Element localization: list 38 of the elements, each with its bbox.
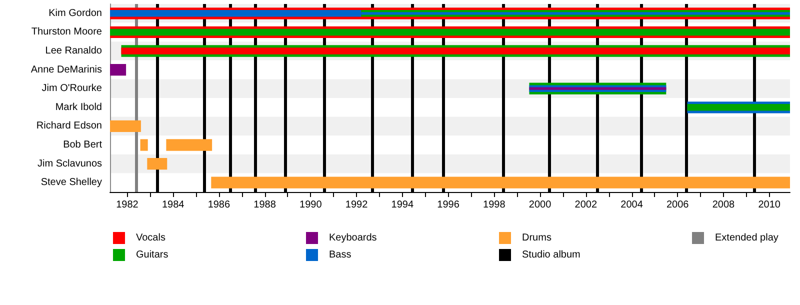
y-tick-label: Richard Edson xyxy=(36,120,102,132)
legend-label: Extended play xyxy=(715,232,778,244)
y-tick-label: Jim O'Rourke xyxy=(42,83,102,94)
legend-label: Vocals xyxy=(136,232,166,244)
x-tick-label: 2010 xyxy=(758,200,781,210)
bar xyxy=(110,64,126,76)
y-tick-label: Bob Bert xyxy=(63,140,102,150)
bar xyxy=(687,104,790,111)
legend-label: Studio album xyxy=(522,250,580,260)
x-tick-label: 1996 xyxy=(437,200,460,210)
bar xyxy=(110,120,141,132)
y-tick-label: Steve Shelley xyxy=(40,177,102,188)
legend-label: Keyboards xyxy=(329,232,377,244)
x-tick-label: 1998 xyxy=(483,200,506,210)
x-tick-label: 1992 xyxy=(345,200,368,210)
legend-label: Drums xyxy=(522,232,552,244)
legend-label: Guitars xyxy=(136,250,168,260)
x-tick-label: 1990 xyxy=(300,200,322,210)
x-tick-label: 1984 xyxy=(162,200,185,210)
y-tick-label: Lee Ranaldo xyxy=(45,46,102,56)
x-tick-label: 2008 xyxy=(712,200,736,210)
y-tick-label: Mark Ibold xyxy=(55,102,102,113)
bar xyxy=(140,139,148,151)
y-tick-label: Jim Sclavunos xyxy=(38,158,102,170)
y-tick-label: Kim Gordon xyxy=(48,8,102,19)
x-tick-label: 2004 xyxy=(620,200,644,210)
x-tick-label: 1982 xyxy=(116,200,139,210)
bar xyxy=(147,158,168,170)
x-tick-label: 1986 xyxy=(208,200,230,210)
bar xyxy=(166,139,212,151)
x-tick-label: 2002 xyxy=(574,200,598,210)
y-tick-label: Thurston Moore xyxy=(31,26,102,38)
x-tick-label: 1994 xyxy=(391,200,414,210)
x-tick-label: 1988 xyxy=(254,200,276,210)
legend-label: Bass xyxy=(329,250,352,260)
y-tick-label: Anne DeMarinis xyxy=(30,64,102,76)
x-tick-label: 2000 xyxy=(528,200,552,210)
x-tick-label: 2006 xyxy=(666,200,690,210)
